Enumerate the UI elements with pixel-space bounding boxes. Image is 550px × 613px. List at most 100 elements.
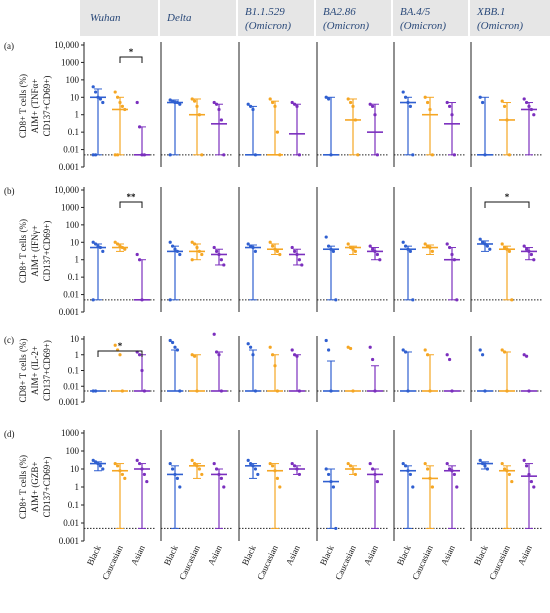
data-point [193, 99, 197, 103]
data-point [96, 461, 100, 466]
data-point [368, 244, 372, 248]
data-point [212, 461, 216, 466]
data-point [450, 113, 454, 117]
data-point [334, 298, 338, 302]
y-axis-label: AIM+ (GZB+ [30, 462, 40, 513]
data-point [478, 95, 482, 99]
data-point [351, 104, 355, 108]
data-point [118, 100, 122, 105]
data-point [532, 485, 536, 489]
y-tick-label: 0.001 [59, 307, 79, 317]
y-axis-label: CD8+ T cells (%) [18, 74, 28, 138]
data-point [142, 153, 146, 157]
data-point [368, 102, 372, 106]
data-point [428, 476, 432, 481]
variant-sub: (Omicron) [477, 20, 523, 32]
data-point [295, 252, 299, 257]
data-point [168, 240, 172, 244]
data-point [324, 95, 328, 99]
data-point [246, 458, 250, 463]
data-point [329, 389, 333, 393]
data-point [448, 467, 452, 471]
data-point [448, 245, 452, 250]
data-point [200, 252, 204, 257]
data-point [171, 467, 175, 471]
data-point [173, 247, 177, 251]
data-point [212, 332, 216, 336]
data-point [197, 249, 201, 253]
data-point [368, 345, 372, 349]
data-point [295, 467, 299, 471]
data-point [527, 472, 531, 477]
data-point [483, 242, 487, 246]
data-point [368, 461, 372, 466]
data-point [178, 102, 182, 106]
y-tick-label: 0.001 [59, 162, 79, 172]
y-axis-label: CD137+CD69+) [42, 340, 52, 401]
data-point [401, 348, 405, 352]
y-axis-label: AIM+ (IFNγ+ [30, 225, 40, 276]
data-point [91, 153, 95, 157]
data-point [373, 113, 377, 117]
variant-name: BA.4/5 [400, 6, 431, 18]
data-point [246, 102, 250, 106]
data-point [349, 464, 353, 468]
y-tick-label: 10 [70, 92, 80, 102]
data-point [297, 472, 301, 477]
data-point [219, 389, 223, 393]
data-point [175, 100, 179, 105]
data-point [271, 464, 275, 468]
data-point [98, 464, 102, 468]
data-point [175, 348, 179, 352]
data-point [356, 153, 360, 157]
y-axis-label: CD8+ T cells (%) [18, 339, 28, 403]
y-tick-label: 0.001 [59, 536, 79, 546]
data-point [113, 240, 117, 244]
data-point [251, 464, 255, 468]
data-point [178, 389, 182, 393]
data-point [217, 252, 221, 257]
data-point [273, 469, 277, 473]
data-point [404, 350, 408, 354]
data-point [268, 461, 272, 466]
data-point [190, 97, 194, 101]
data-point [522, 97, 526, 101]
data-point [485, 467, 489, 471]
data-point [529, 107, 534, 112]
data-point [507, 153, 511, 157]
data-point [327, 244, 331, 248]
data-point [525, 247, 529, 251]
data-point [527, 104, 531, 108]
data-point [522, 353, 526, 357]
data-point [290, 348, 294, 352]
data-point [217, 472, 221, 477]
y-tick-label: 100 [66, 220, 80, 230]
data-point [190, 240, 194, 244]
significance-label: * [505, 192, 510, 202]
data-point [428, 245, 432, 250]
data-point [94, 153, 98, 157]
y-tick-label: 1 [75, 482, 80, 492]
data-point [193, 461, 197, 466]
y-axis-label: AIM+ (TNFα+ [30, 79, 40, 134]
data-point [168, 461, 172, 466]
data-point [140, 467, 144, 471]
data-point [529, 252, 534, 257]
data-point [140, 298, 144, 302]
data-point [101, 467, 105, 471]
data-point [483, 153, 487, 157]
data-point [401, 240, 405, 244]
significance-bracket [119, 201, 143, 208]
data-point [327, 348, 331, 352]
data-point [278, 485, 282, 489]
data-point [445, 100, 449, 105]
data-point [503, 467, 507, 471]
data-point [507, 472, 511, 477]
data-point [138, 461, 142, 466]
data-point [94, 460, 98, 464]
data-point [138, 353, 142, 357]
data-point [401, 461, 405, 466]
data-point [327, 97, 331, 101]
data-point [91, 458, 95, 463]
y-tick-label: 0.01 [63, 145, 79, 155]
